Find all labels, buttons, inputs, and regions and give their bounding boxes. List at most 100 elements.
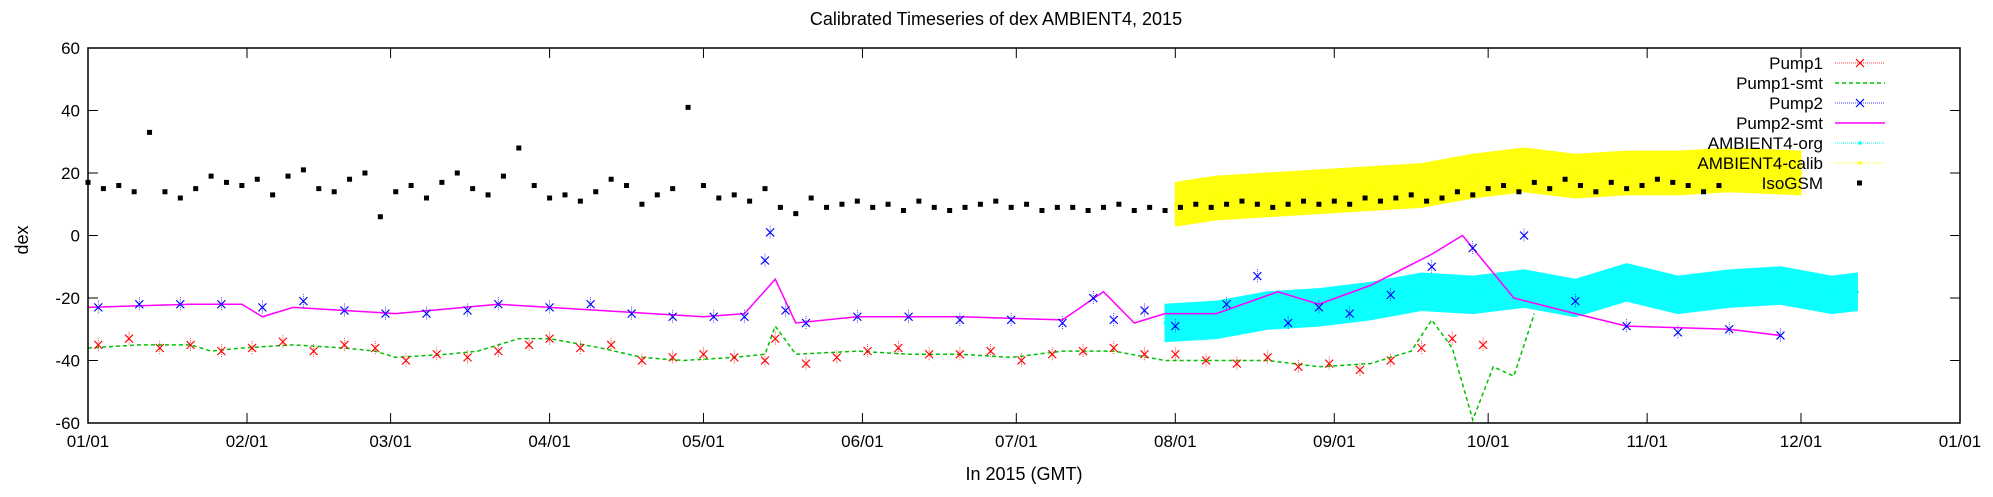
isogsm-point: [916, 198, 922, 204]
isogsm-point: [1701, 189, 1707, 195]
pump2-smt-line: [87, 234, 1781, 337]
pump1-marker: [637, 356, 647, 365]
isogsm-point: [1654, 176, 1660, 182]
ambient4-org-point: [1830, 293, 1834, 297]
ambient4-calib-point: [1266, 193, 1270, 197]
ambient4-calib-point: [1799, 171, 1803, 175]
isogsm-point: [931, 204, 937, 210]
pump2-marker: [257, 302, 267, 312]
pump2-marker: [1140, 306, 1149, 315]
isogsm-point: [762, 186, 768, 192]
isogsm-point: [854, 198, 860, 204]
ambient4-org-point: [1266, 309, 1270, 312]
pump1-marker: [545, 334, 555, 344]
isogsm-point: [1716, 183, 1722, 188]
isogsm-point: [1531, 179, 1537, 185]
isogsm-point: [254, 176, 260, 182]
ambient4-calib-point: [1419, 184, 1423, 187]
isogsm-point: [624, 183, 630, 188]
isogsm-point: [285, 173, 291, 179]
isogsm-point: [993, 198, 999, 204]
pump2-marker: [1006, 315, 1016, 325]
isogsm-point: [1608, 179, 1614, 185]
x-tick-label: 01/01: [1939, 432, 1982, 451]
pump1-marker: [606, 340, 616, 350]
pump2-marker: [1283, 318, 1293, 328]
isogsm-point: [393, 189, 399, 195]
isogsm-point: [485, 192, 491, 198]
pump1-marker: [1078, 346, 1088, 356]
isogsm-point: [731, 192, 737, 198]
y-tick-label: -20: [55, 289, 80, 308]
isogsm-point: [500, 173, 506, 179]
isogsm-point: [1301, 198, 1307, 204]
pump1-marker: [247, 343, 257, 353]
isogsm-point: [1008, 204, 1014, 210]
series-pump2-smt: [87, 234, 1781, 337]
isogsm-point: [470, 186, 476, 192]
isogsm-point: [1485, 186, 1491, 192]
isogsm-point: [1593, 189, 1599, 195]
legend-marker-ambient4-org: [1858, 141, 1862, 145]
pump1-marker: [801, 359, 811, 369]
isogsm-point: [1331, 198, 1337, 204]
isogsm-point: [1501, 183, 1507, 188]
y-axis: 60 40 20 0 -20 -40 -60: [55, 39, 1960, 433]
pump1-marker: [1447, 334, 1457, 344]
isogsm-point: [1177, 204, 1183, 210]
pump1-marker: [1232, 359, 1242, 369]
pump2-marker: [93, 302, 103, 312]
pump2-marker: [1570, 296, 1580, 306]
pump2-marker: [340, 306, 349, 315]
isogsm-point: [1577, 183, 1583, 188]
pump1-marker: [1109, 343, 1119, 353]
y-tick-label: 20: [61, 164, 80, 183]
pump2-marker: [134, 299, 144, 309]
ambient4-org-point: [1573, 296, 1577, 300]
isogsm-point: [577, 198, 583, 204]
isogsm-point: [1439, 195, 1445, 201]
chart-title: Calibrated Timeseries of dex AMBIENT4, 2…: [810, 9, 1182, 29]
x-tick-label: 03/01: [369, 432, 412, 451]
legend-label: Pump1: [1769, 54, 1823, 73]
pump1-marker: [1201, 356, 1211, 365]
pump1-marker: [1478, 340, 1488, 350]
legend-label: AMBIENT4-calib: [1697, 154, 1823, 173]
plot-frame: [87, 47, 1961, 424]
pump1-marker: [1293, 362, 1303, 372]
isogsm-point: [1316, 201, 1322, 207]
ambient4-org-band: [1164, 263, 1858, 343]
pump1-marker: [863, 346, 872, 356]
pump2-marker: [1345, 309, 1355, 319]
isogsm-point: [316, 186, 322, 192]
isogsm-point: [1070, 204, 1076, 210]
x-tick-label: 10/01: [1467, 432, 1510, 451]
isogsm-point: [1162, 208, 1168, 213]
pump1-marker: [1417, 343, 1426, 353]
x-tick-label: 08/01: [1154, 432, 1197, 451]
pump1-marker: [1047, 349, 1057, 359]
pump2-marker: [216, 299, 226, 309]
pump2-marker: [1519, 231, 1529, 240]
isogsm-point: [793, 211, 799, 217]
isogsm-point: [1347, 201, 1353, 207]
pump1-marker: [955, 349, 965, 359]
pump2-marker: [760, 256, 770, 265]
pump2-marker: [175, 299, 185, 309]
pump2-marker: [627, 309, 637, 319]
pump1-marker: [493, 346, 503, 356]
x-tick-label: 04/01: [528, 432, 571, 451]
pump1-marker: [924, 349, 934, 359]
isogsm-point: [1270, 204, 1276, 210]
isogsm-point: [947, 208, 953, 213]
pump2-marker: [381, 309, 390, 319]
pump1-marker: [668, 352, 678, 362]
isogsm-point: [1408, 192, 1414, 198]
ambient4-org-point: [1625, 280, 1629, 284]
ambient4-org-point: [1522, 287, 1526, 291]
pump1-marker: [770, 334, 780, 344]
pump1-marker: [893, 343, 903, 353]
pump2-marker: [1088, 293, 1098, 303]
legend-marker-ambient4-calib: [1858, 161, 1862, 165]
pump2-marker: [801, 318, 811, 328]
